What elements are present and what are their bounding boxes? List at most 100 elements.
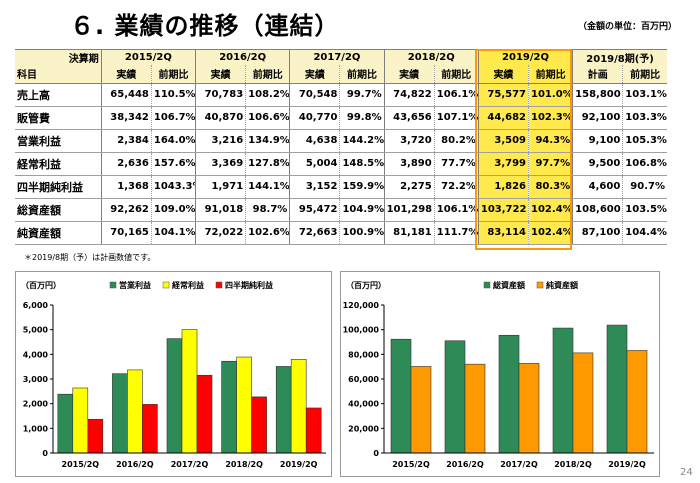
cell-ratio: 106.1% — [433, 83, 479, 107]
cell-ratio: 72.2% — [433, 175, 479, 199]
cell-ratio: 103.1% — [622, 83, 667, 107]
cell-value: 108,600 — [572, 198, 623, 222]
y-tick-label: 2,000 — [23, 400, 49, 409]
y-tick-label: 60,000 — [348, 375, 379, 384]
cell-value: 158,800 — [572, 83, 623, 107]
cell-ratio: 77.7% — [433, 152, 479, 176]
cell-ratio: 109.0% — [150, 198, 196, 222]
sub-header-ratio: 前期比 — [150, 65, 196, 84]
cell-value: 70,165 — [100, 221, 152, 245]
legend-swatch — [109, 281, 117, 289]
cell-value: 72,022 — [195, 221, 246, 245]
cell-value: 87,100 — [572, 221, 623, 245]
cell-ratio: 108.2% — [245, 83, 290, 107]
cell-ratio: 105.3% — [622, 129, 667, 153]
cell-value: 81,181 — [383, 221, 435, 245]
bar — [275, 366, 292, 454]
legend-swatch — [483, 281, 491, 289]
cell-ratio: 148.5% — [339, 152, 385, 176]
y-tick-label: 100,000 — [343, 326, 380, 335]
bar — [57, 393, 74, 454]
footnote: ＊2019/8期（予）は計画数値です。 — [24, 253, 156, 262]
bar — [196, 374, 213, 454]
sub-header-actual: 実績 — [100, 65, 152, 84]
cell-value: 83,114 — [477, 221, 529, 245]
cell-value: 1,368 — [100, 175, 152, 199]
cell-value: 103,722 — [477, 198, 529, 222]
cell-value: 74,822 — [383, 83, 435, 107]
legend-label: 純資産額 — [546, 280, 578, 290]
row-label: 四半期純利益 — [15, 175, 102, 199]
cell-ratio: 159.9% — [339, 175, 385, 199]
cell-value: 3,890 — [383, 152, 435, 176]
table-row: 純資産額 70,165 104.1% 72,022 102.6% 72,663 100.9%… — [15, 221, 667, 245]
row-label: 経常利益 — [15, 152, 102, 176]
y-tick-label: 3,000 — [23, 375, 49, 384]
cell-ratio: 101.0% — [528, 83, 573, 107]
bar — [626, 350, 648, 454]
cell-ratio: 99.8% — [339, 106, 385, 130]
cell-ratio: 157.6% — [150, 152, 196, 176]
cell-ratio: 100.9% — [339, 221, 385, 245]
cell-ratio: 134.9% — [245, 129, 290, 153]
cell-value: 43,656 — [383, 106, 435, 130]
cell-ratio: 107.1% — [433, 106, 479, 130]
y-tick-label: 80,000 — [348, 350, 379, 359]
cell-ratio: 110.5% — [150, 83, 196, 107]
bar — [290, 358, 307, 454]
y-tick-label: 0 — [373, 449, 379, 458]
x-tick-label: 2018/2Q — [225, 460, 263, 469]
cell-ratio: 106.6% — [245, 106, 290, 130]
table-row: 販管費 38,342 106.7% 40,870 106.6% 40,770 99.8% 43… — [15, 106, 667, 130]
x-tick-label: 2019/2Q — [280, 460, 318, 469]
table-row: 総資産額 92,262 109.0% 91,018 98.7% 95,472 104.9% 1… — [15, 198, 667, 222]
cell-ratio: 90.7% — [622, 175, 667, 199]
cell-value: 3,720 — [383, 129, 435, 153]
y-tick-label: 6,000 — [23, 301, 49, 310]
bar — [305, 407, 322, 454]
bar — [390, 338, 412, 454]
cell-value: 3,509 — [477, 129, 529, 153]
bar — [552, 327, 574, 454]
cell-ratio: 106.7% — [150, 106, 196, 130]
cell-value: 2,636 — [100, 152, 152, 176]
cell-ratio: 1043.3% — [150, 175, 196, 199]
assets-chart-panel: （百万円） 総資産額 純資産額 0 20,000 40,000 60,000 80,000 10… — [340, 271, 660, 477]
row-label: 売上高 — [15, 83, 102, 107]
row-label: 純資産額 — [15, 221, 102, 245]
cell-ratio: 104.4% — [622, 221, 667, 245]
period-header: 2019/8期(予) — [572, 49, 667, 65]
cell-ratio: 103.5% — [622, 198, 667, 222]
x-tick-label: 2018/2Q — [554, 460, 592, 469]
table-row: 経常利益 2,636 157.6% 3,369 127.8% 5,004 148.5% 3,8… — [15, 152, 667, 176]
cell-value: 101,298 — [383, 198, 435, 222]
bar — [444, 340, 466, 454]
sub-header-ratio: 前期比 — [622, 65, 667, 84]
table-row: 四半期純利益1,3681043.3%1,971144.1%3,152159.9%… — [15, 175, 667, 199]
cell-value: 9,500 — [572, 152, 623, 176]
x-tick-label: 2015/2Q — [62, 460, 100, 469]
cell-ratio: 99.7% — [339, 83, 385, 107]
bar — [181, 329, 198, 454]
period-header: 2015/2Q — [100, 49, 196, 65]
bar — [87, 418, 104, 454]
cell-ratio: 111.7% — [433, 221, 479, 245]
row-label: 総資産額 — [15, 198, 102, 222]
legend-swatch — [162, 281, 170, 289]
cell-ratio: 164.0% — [150, 129, 196, 153]
sub-header-ratio: 前期比 — [528, 65, 573, 84]
bar — [221, 360, 237, 454]
cell-value: 70,783 — [195, 83, 246, 107]
cell-value: 65,448 — [100, 83, 152, 107]
cell-ratio: 80.2% — [433, 129, 479, 153]
y-tick-label: 0 — [42, 449, 48, 458]
sub-header-actual: 実績 — [289, 65, 340, 84]
y-tick-label: 5,000 — [23, 326, 49, 335]
period-header: 2017/2Q — [289, 49, 385, 65]
cell-ratio: 104.1% — [150, 221, 196, 245]
assets-chart: （百万円） 総資産額 純資産額 0 20,000 40,000 60,000 80,000 10… — [343, 280, 654, 469]
y-tick-label: 120,000 — [343, 301, 380, 310]
bar — [410, 366, 432, 454]
cell-ratio: 102.4% — [528, 221, 573, 245]
x-tick-label: 2017/2Q — [171, 460, 209, 469]
